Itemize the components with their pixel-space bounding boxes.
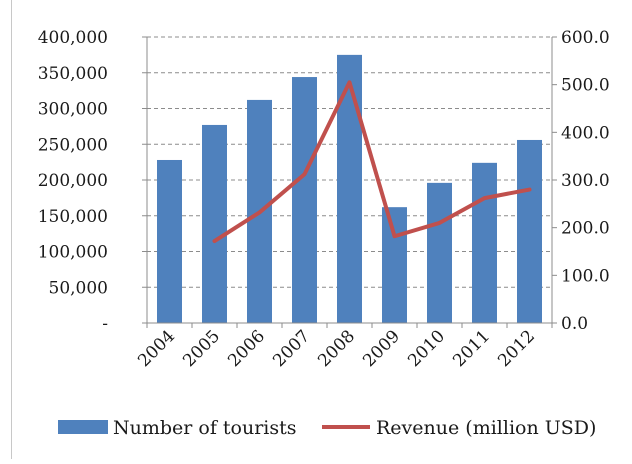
left-tick-label: 50,000: [49, 278, 108, 298]
left-axis-ticks: - 50,000 100,000 150,000 200,000 250,000 300,0…: [38, 28, 147, 334]
right-tick-label: 500.0: [561, 76, 610, 96]
x-tick-label: 2008: [314, 326, 359, 371]
left-tick-label: 350,000: [38, 64, 108, 84]
bar-series: [157, 54, 542, 323]
left-tick-label: 100,000: [38, 243, 108, 263]
revenue-point-2012: [528, 188, 531, 192]
right-tick-label: 200.0: [561, 219, 610, 239]
revenue-line: [212, 80, 532, 244]
revenue-point-2009: [393, 234, 396, 238]
x-tick-label: 2012: [494, 326, 539, 371]
bar-2004: [157, 159, 182, 323]
right-axis-ticks: 0.0 100.0 200.0 300.0 400.0 500.0 600.0: [552, 28, 610, 334]
left-tick-label: 250,000: [38, 135, 108, 155]
left-tick-label: 150,000: [38, 207, 108, 227]
revenue-point-2006: [258, 210, 261, 214]
x-axis-ticks: 2004 2005 2006 2007 2008 2009 2010 2011 2012: [134, 323, 553, 371]
legend: Number of tourists Revenue (million USD): [58, 417, 596, 439]
x-tick-label: 2006: [224, 326, 269, 371]
revenue-point-2007: [303, 172, 306, 176]
bar-2009: [382, 207, 407, 323]
x-tick-label: 2009: [359, 326, 404, 371]
legend-swatch-bar: [58, 420, 108, 434]
bar-2010: [427, 182, 452, 323]
right-tick-label: 0.0: [561, 314, 588, 334]
legend-label-bar: Number of tourists: [113, 417, 297, 439]
revenue-point-2005: [213, 239, 216, 243]
revenue-point-2008: [348, 80, 351, 84]
revenue-point-2011: [483, 196, 486, 200]
right-tick-label: 100.0: [561, 266, 610, 286]
page-margin-rule: [11, 0, 12, 459]
x-tick-label: 2011: [449, 326, 494, 371]
line-series: [212, 80, 532, 244]
bar-2012: [517, 139, 542, 323]
x-tick-label: 2005: [179, 326, 224, 371]
bar-2007: [292, 77, 317, 323]
left-tick-label: 400,000: [38, 28, 108, 48]
bar-2011: [472, 162, 497, 323]
left-tick-label: 300,000: [38, 100, 108, 120]
bar-2008: [337, 54, 362, 323]
right-tick-label: 600.0: [561, 28, 610, 48]
left-tick-label: -: [102, 314, 108, 334]
x-tick-label: 2004: [134, 326, 179, 371]
left-tick-label: 200,000: [38, 171, 108, 191]
x-tick-label: 2010: [404, 326, 449, 371]
legend-label-line: Revenue (million USD): [376, 417, 596, 439]
right-tick-label: 300.0: [561, 171, 610, 191]
x-tick-label: 2007: [269, 326, 314, 371]
right-tick-label: 400.0: [561, 123, 610, 143]
bar-2005: [202, 124, 227, 323]
revenue-point-2010: [438, 221, 441, 225]
